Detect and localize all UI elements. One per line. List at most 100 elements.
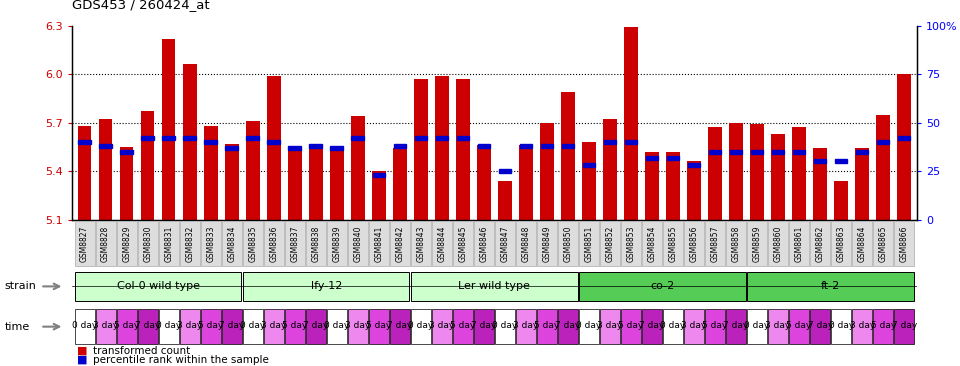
Bar bbox=[751, 124, 764, 220]
Text: 5 day: 5 day bbox=[366, 321, 392, 330]
FancyBboxPatch shape bbox=[621, 309, 641, 344]
Bar bbox=[226, 146, 238, 150]
FancyBboxPatch shape bbox=[537, 309, 557, 344]
Text: 7 day: 7 day bbox=[555, 321, 581, 330]
Text: 7 day: 7 day bbox=[219, 321, 245, 330]
Text: GSM8846: GSM8846 bbox=[479, 225, 489, 262]
Bar bbox=[309, 144, 322, 148]
Bar bbox=[645, 152, 659, 220]
FancyBboxPatch shape bbox=[810, 309, 830, 344]
Text: GSM8834: GSM8834 bbox=[228, 225, 236, 262]
Text: 5 day: 5 day bbox=[703, 321, 728, 330]
Bar bbox=[120, 147, 133, 220]
FancyBboxPatch shape bbox=[494, 221, 515, 266]
Bar bbox=[813, 149, 827, 220]
Text: GSM8830: GSM8830 bbox=[143, 225, 152, 262]
Text: 0 day: 0 day bbox=[576, 321, 602, 330]
Text: lfy-12: lfy-12 bbox=[311, 281, 342, 291]
Text: GSM8840: GSM8840 bbox=[353, 225, 362, 262]
Text: 0 day: 0 day bbox=[660, 321, 685, 330]
Bar bbox=[583, 163, 595, 167]
Text: 3 day: 3 day bbox=[682, 321, 707, 330]
Text: 7 day: 7 day bbox=[639, 321, 664, 330]
Bar bbox=[604, 140, 616, 144]
Text: 7 day: 7 day bbox=[892, 321, 917, 330]
FancyBboxPatch shape bbox=[873, 309, 893, 344]
Text: 5 day: 5 day bbox=[618, 321, 643, 330]
FancyBboxPatch shape bbox=[894, 309, 914, 344]
Text: Ler wild type: Ler wild type bbox=[459, 281, 530, 291]
FancyBboxPatch shape bbox=[474, 221, 494, 266]
FancyBboxPatch shape bbox=[453, 309, 473, 344]
Bar bbox=[79, 140, 91, 144]
Text: 5 day: 5 day bbox=[282, 321, 307, 330]
Text: GSM8859: GSM8859 bbox=[753, 225, 761, 262]
Bar bbox=[204, 140, 217, 144]
Text: 7 day: 7 day bbox=[135, 321, 160, 330]
FancyBboxPatch shape bbox=[831, 221, 852, 266]
FancyBboxPatch shape bbox=[579, 221, 599, 266]
Text: GSM8857: GSM8857 bbox=[710, 225, 720, 262]
FancyBboxPatch shape bbox=[873, 221, 893, 266]
Bar bbox=[141, 136, 154, 140]
Text: 7 day: 7 day bbox=[303, 321, 328, 330]
Text: GSM8845: GSM8845 bbox=[458, 225, 468, 262]
Bar bbox=[182, 64, 197, 220]
Text: 5 day: 5 day bbox=[198, 321, 224, 330]
Bar bbox=[519, 144, 532, 148]
Bar bbox=[309, 143, 323, 220]
FancyBboxPatch shape bbox=[305, 309, 325, 344]
FancyBboxPatch shape bbox=[411, 309, 431, 344]
FancyBboxPatch shape bbox=[474, 309, 494, 344]
Bar bbox=[687, 163, 701, 167]
Text: GDS453 / 260424_at: GDS453 / 260424_at bbox=[72, 0, 209, 11]
Text: 5 day: 5 day bbox=[871, 321, 896, 330]
FancyBboxPatch shape bbox=[326, 221, 347, 266]
Bar bbox=[247, 136, 259, 140]
Text: GSM8835: GSM8835 bbox=[249, 225, 257, 262]
Text: Col-0 wild type: Col-0 wild type bbox=[117, 281, 200, 291]
FancyBboxPatch shape bbox=[243, 309, 263, 344]
FancyBboxPatch shape bbox=[96, 309, 116, 344]
FancyBboxPatch shape bbox=[180, 309, 200, 344]
FancyBboxPatch shape bbox=[600, 309, 620, 344]
FancyBboxPatch shape bbox=[432, 309, 452, 344]
Text: 0 day: 0 day bbox=[72, 321, 97, 330]
FancyBboxPatch shape bbox=[747, 309, 767, 344]
FancyBboxPatch shape bbox=[453, 221, 473, 266]
Text: 0 day: 0 day bbox=[156, 321, 181, 330]
Text: 5 day: 5 day bbox=[535, 321, 560, 330]
FancyBboxPatch shape bbox=[348, 309, 368, 344]
Text: percentile rank within the sample: percentile rank within the sample bbox=[93, 355, 269, 365]
Bar bbox=[225, 143, 238, 220]
Bar bbox=[625, 140, 637, 144]
Bar bbox=[415, 136, 427, 140]
FancyBboxPatch shape bbox=[326, 309, 347, 344]
Text: 7 day: 7 day bbox=[724, 321, 749, 330]
FancyBboxPatch shape bbox=[158, 309, 179, 344]
Text: GSM8853: GSM8853 bbox=[627, 225, 636, 262]
FancyBboxPatch shape bbox=[264, 221, 284, 266]
Text: 0 day: 0 day bbox=[492, 321, 517, 330]
Text: 7 day: 7 day bbox=[807, 321, 832, 330]
FancyBboxPatch shape bbox=[201, 221, 221, 266]
Bar bbox=[477, 145, 491, 220]
Text: 5 day: 5 day bbox=[450, 321, 475, 330]
FancyBboxPatch shape bbox=[411, 221, 431, 266]
Bar bbox=[898, 74, 911, 220]
FancyBboxPatch shape bbox=[600, 221, 620, 266]
Bar bbox=[519, 145, 533, 220]
Bar bbox=[268, 140, 280, 144]
Bar bbox=[435, 76, 448, 220]
Text: 3 day: 3 day bbox=[765, 321, 791, 330]
FancyBboxPatch shape bbox=[579, 309, 599, 344]
FancyBboxPatch shape bbox=[96, 221, 116, 266]
FancyBboxPatch shape bbox=[768, 221, 788, 266]
Bar bbox=[393, 149, 407, 220]
Text: GSM8848: GSM8848 bbox=[521, 225, 531, 262]
Text: GSM8847: GSM8847 bbox=[500, 225, 510, 262]
Bar bbox=[120, 150, 132, 154]
Bar bbox=[834, 181, 848, 220]
FancyBboxPatch shape bbox=[75, 309, 95, 344]
Text: GSM8844: GSM8844 bbox=[438, 225, 446, 262]
